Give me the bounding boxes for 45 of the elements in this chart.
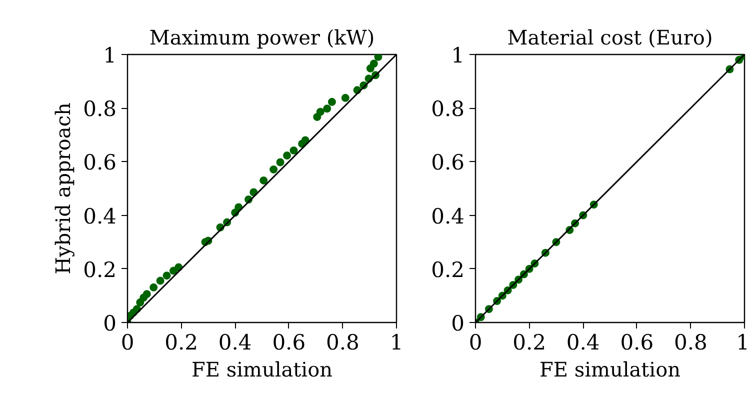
x-axis-title: FE simulation <box>539 358 681 382</box>
point <box>150 283 158 292</box>
y-tick-label: 0 <box>103 312 117 336</box>
point <box>270 165 278 174</box>
x-tick-label: 0.4 <box>218 330 252 354</box>
y-tick-label: 0.2 <box>83 258 117 282</box>
point <box>142 290 151 298</box>
x-tick-label: 1 <box>390 330 404 354</box>
point <box>374 54 382 61</box>
x-tick-label: 1 <box>736 330 749 354</box>
point <box>260 176 268 184</box>
y-tick-label: 1 <box>103 44 117 68</box>
y-tick-label: 0.6 <box>431 150 465 175</box>
y-tick-label: 0.2 <box>431 258 465 282</box>
point <box>156 276 164 285</box>
chart-title: Maximum power (kW) <box>149 26 375 50</box>
y-tick-label: 0 <box>451 312 465 336</box>
x-tick-label: 0 <box>468 330 482 354</box>
y-tick-label: 0.8 <box>431 97 465 122</box>
y-tick-label: 1 <box>451 44 465 68</box>
point <box>276 158 284 166</box>
x-tick-label: 0.2 <box>512 330 546 354</box>
x-tick-label: 0.6 <box>620 330 654 354</box>
x-tick-label: 0.8 <box>674 330 708 354</box>
point <box>162 272 171 280</box>
x-tick-label: 0.8 <box>326 330 360 354</box>
x-tick-label: 0.4 <box>566 330 600 354</box>
point <box>290 146 298 154</box>
point <box>283 152 292 160</box>
y-tick-label: 0.4 <box>431 204 465 228</box>
y-tick-label: 0.6 <box>83 150 117 175</box>
y-tick-label: 0.4 <box>83 204 117 228</box>
y-tick-label: 0.8 <box>83 97 117 122</box>
point <box>370 60 378 68</box>
point <box>316 108 324 116</box>
point <box>301 136 310 144</box>
x-axis-title: FE simulation <box>191 358 333 382</box>
x-tick-label: 0 <box>120 330 134 354</box>
y-axis-title: Hybrid approach <box>51 102 76 274</box>
x-tick-label: 0.6 <box>272 330 306 354</box>
point <box>323 104 332 113</box>
x-tick-label: 0.2 <box>164 330 198 354</box>
point <box>328 98 336 106</box>
chart-title: Material cost (Euro) <box>507 26 713 50</box>
point <box>341 94 350 102</box>
